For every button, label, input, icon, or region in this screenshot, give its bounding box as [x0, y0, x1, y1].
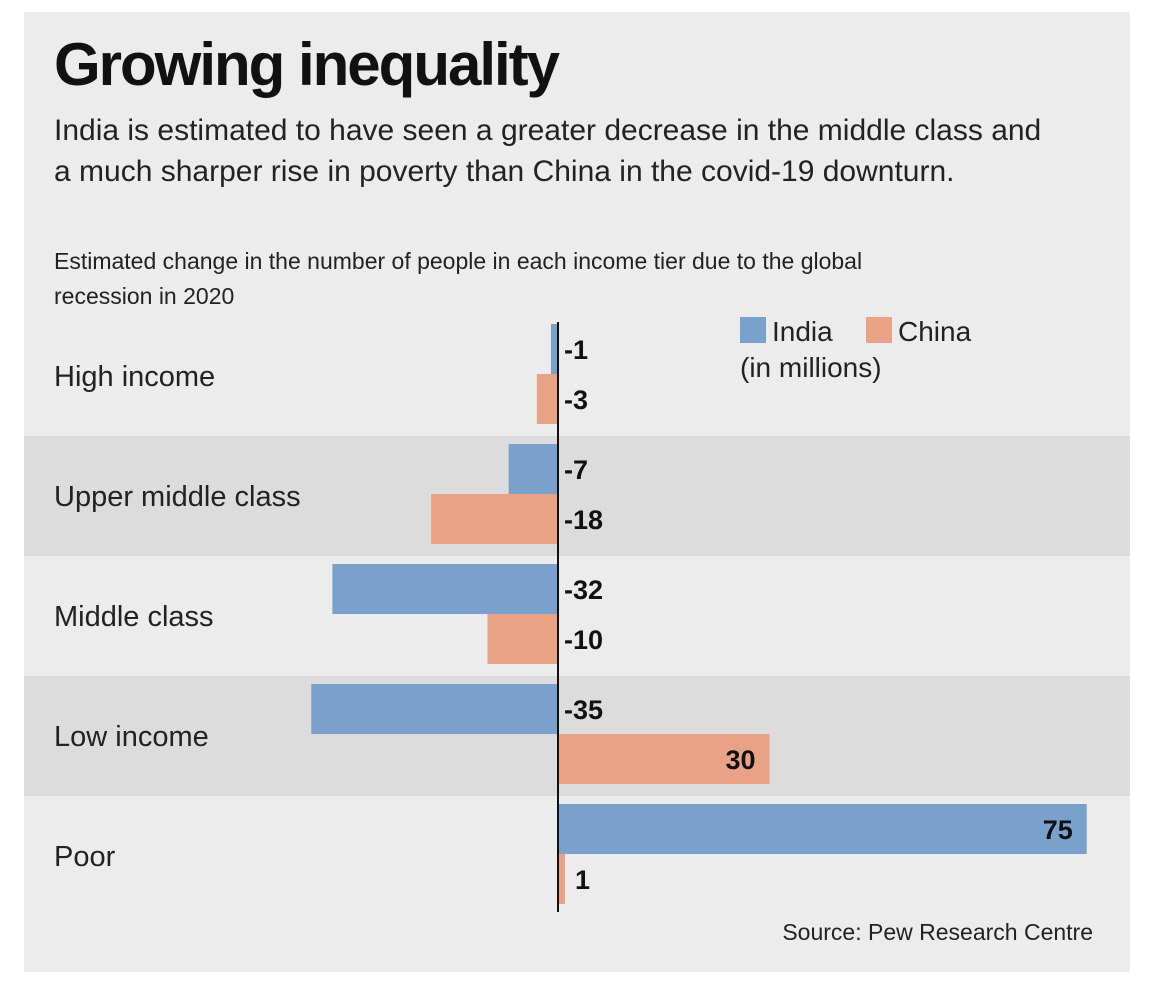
- value-label: -18: [564, 505, 603, 535]
- value-label: -7: [564, 455, 588, 485]
- chart-subtitle: India is estimated to have seen a greate…: [54, 114, 1042, 188]
- category-label: Low income: [54, 721, 209, 753]
- category-band: [24, 436, 1130, 556]
- value-label: 1: [575, 865, 590, 895]
- value-label: -32: [564, 575, 603, 605]
- legend-label-china: China: [898, 316, 972, 347]
- bar-india: [332, 564, 558, 614]
- bar-india: [550, 324, 558, 374]
- legend: India China (in millions): [740, 316, 972, 383]
- category-label: Poor: [54, 841, 116, 873]
- value-label: -10: [564, 625, 603, 655]
- category-label: Upper middle class: [54, 481, 301, 513]
- bar-india: [558, 804, 1087, 854]
- chart-title: Growing inequality: [54, 31, 560, 98]
- bar-china: [431, 494, 558, 544]
- bars: [311, 324, 1087, 904]
- category-labels: High income Upper middle class Middle clas…: [54, 361, 301, 873]
- bar-china: [558, 734, 770, 784]
- bar-india: [311, 684, 558, 734]
- source-note: Source: Pew Research Centre: [782, 919, 1093, 945]
- chart-card: Growing inequality India is estimated to…: [24, 12, 1130, 972]
- bar-chart: High income Upper middle class Middle clas…: [24, 316, 1130, 912]
- value-label: 30: [725, 745, 755, 775]
- legend-swatch-india: [740, 317, 766, 343]
- chart-note: Estimated change in the number of people…: [54, 248, 863, 309]
- bar-china: [536, 374, 558, 424]
- legend-unit: (in millions): [740, 352, 882, 383]
- category-label: High income: [54, 361, 215, 393]
- bar-india: [508, 444, 558, 494]
- bar-china: [487, 614, 558, 664]
- value-labels: -1 -3 -7 -18 -32 -10 -35 30 75 1: [564, 335, 1073, 895]
- bar-china: [558, 854, 566, 904]
- value-label: -35: [564, 695, 603, 725]
- category-label: Middle class: [54, 601, 214, 633]
- value-label: -3: [564, 385, 588, 415]
- legend-swatch-china: [866, 317, 892, 343]
- legend-label-india: India: [772, 316, 833, 347]
- value-label: -1: [564, 335, 588, 365]
- value-label: 75: [1043, 815, 1073, 845]
